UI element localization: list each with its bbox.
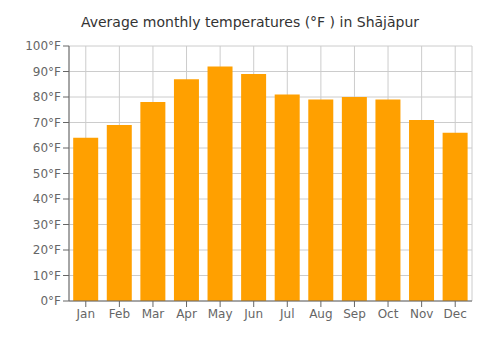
svg-text:80°F: 80°F: [33, 90, 61, 104]
svg-text:70°F: 70°F: [33, 116, 61, 130]
svg-text:May: May: [208, 307, 233, 321]
svg-text:Sep: Sep: [343, 307, 366, 321]
svg-text:Aug: Aug: [309, 307, 332, 321]
svg-text:50°F: 50°F: [33, 167, 61, 181]
svg-text:Mar: Mar: [142, 307, 165, 321]
svg-text:Jul: Jul: [279, 307, 294, 321]
svg-text:Jan: Jan: [76, 307, 96, 321]
svg-text:Dec: Dec: [444, 307, 467, 321]
html-text:Average monthly temperatures (: Average monthly temperatures (°F ) in Sh…: [80, 14, 420, 30]
svg-text:0°F: 0°F: [40, 294, 61, 308]
svg-text:Nov: Nov: [410, 307, 433, 321]
svg-text:Feb: Feb: [109, 307, 130, 321]
svg-text:Jun: Jun: [243, 307, 263, 321]
svg-text:60°F: 60°F: [33, 141, 61, 155]
svg-text:20°F: 20°F: [33, 243, 61, 257]
svg-text:40°F: 40°F: [33, 192, 61, 206]
svg-text:30°F: 30°F: [33, 218, 61, 232]
svg-text:Oct: Oct: [378, 307, 399, 321]
svg-text:100°F: 100°F: [25, 39, 61, 53]
svg-text:Apr: Apr: [176, 307, 197, 321]
svg-text:90°F: 90°F: [33, 65, 61, 79]
svg-text:10°F: 10°F: [33, 269, 61, 283]
